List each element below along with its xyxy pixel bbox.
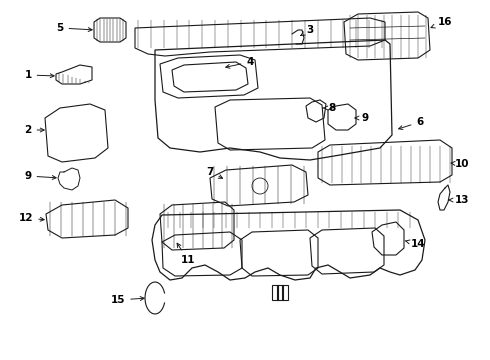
Text: 4: 4 (226, 57, 254, 68)
Text: 9: 9 (355, 113, 368, 123)
Text: 13: 13 (449, 195, 469, 205)
Text: 7: 7 (206, 167, 222, 178)
Text: 1: 1 (24, 70, 54, 80)
Text: 2: 2 (24, 125, 44, 135)
Text: 11: 11 (177, 243, 195, 265)
Text: 6: 6 (399, 117, 424, 130)
Text: 10: 10 (451, 159, 469, 169)
Text: 16: 16 (431, 17, 452, 28)
Text: 3: 3 (301, 25, 314, 36)
Text: 5: 5 (56, 23, 92, 33)
Text: 9: 9 (24, 171, 56, 181)
Text: 12: 12 (19, 213, 44, 223)
Text: 15: 15 (111, 295, 144, 305)
Text: 14: 14 (405, 239, 425, 249)
Text: 8: 8 (323, 103, 336, 113)
